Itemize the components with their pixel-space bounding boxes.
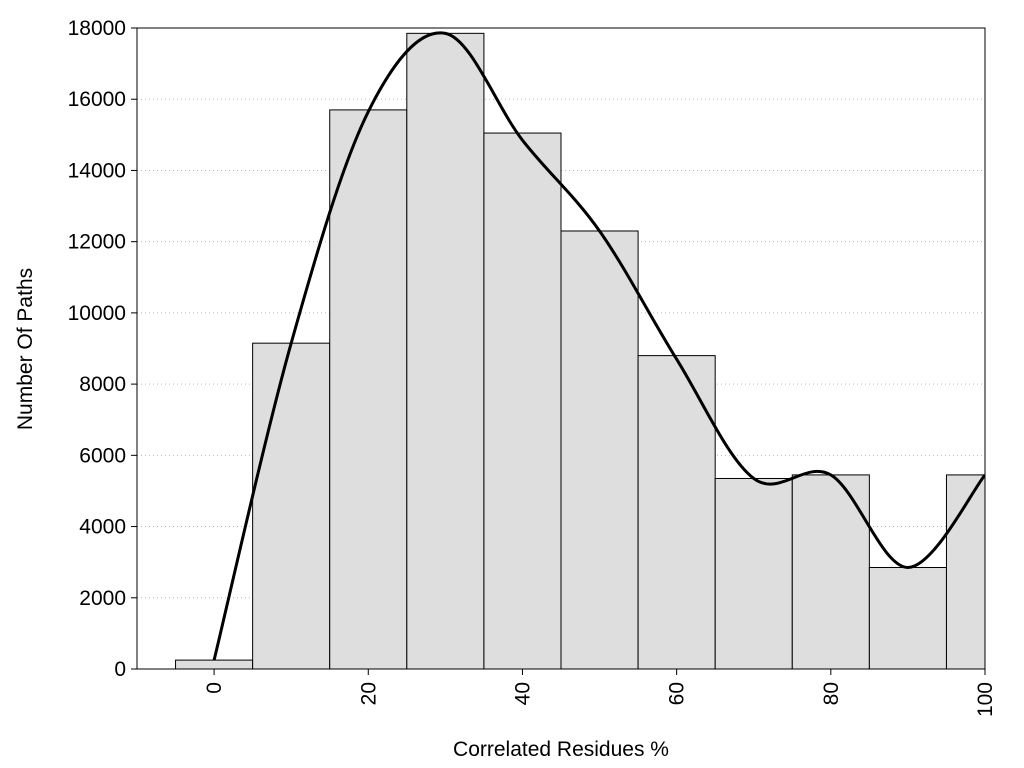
bar [406,32,485,669]
density-curve [212,31,985,661]
bar [868,567,947,669]
y-axis-label: Number Of Paths [14,268,37,430]
bar [637,355,716,669]
y-tick-label: 14000 [68,159,126,182]
curve-group [212,31,985,661]
y-tick-label: 10000 [68,302,126,325]
bar [329,109,408,669]
x-tick-label: 100 [974,682,997,717]
bar [791,474,870,669]
bar [483,132,562,669]
y-tick-label: 2000 [79,587,126,610]
bars [175,32,985,669]
x-tick-label: 60 [666,682,689,705]
y-tick-label: 6000 [79,444,126,467]
x-axis-label: Correlated Residues % [453,738,669,761]
y-tick-label: 18000 [68,17,126,40]
bar [175,659,254,669]
x-tick-label: 20 [357,682,380,705]
bar [714,477,793,669]
y-tick-label: 0 [114,658,126,681]
x-tick-label: 0 [203,682,226,694]
x-tick-label: 80 [820,682,843,705]
y-tick-label: 12000 [68,231,126,254]
plot-frame [136,27,986,670]
ticks: 0 2000 4000 6000 8000 10000 12000 14000 16000 180… [68,17,997,717]
y-tick-label: 4000 [79,516,126,539]
bar [252,342,331,669]
x-tick-label: 40 [511,682,534,705]
y-tick-label: 16000 [68,88,126,111]
y-tick-label: 8000 [79,373,126,396]
bar [560,230,639,669]
